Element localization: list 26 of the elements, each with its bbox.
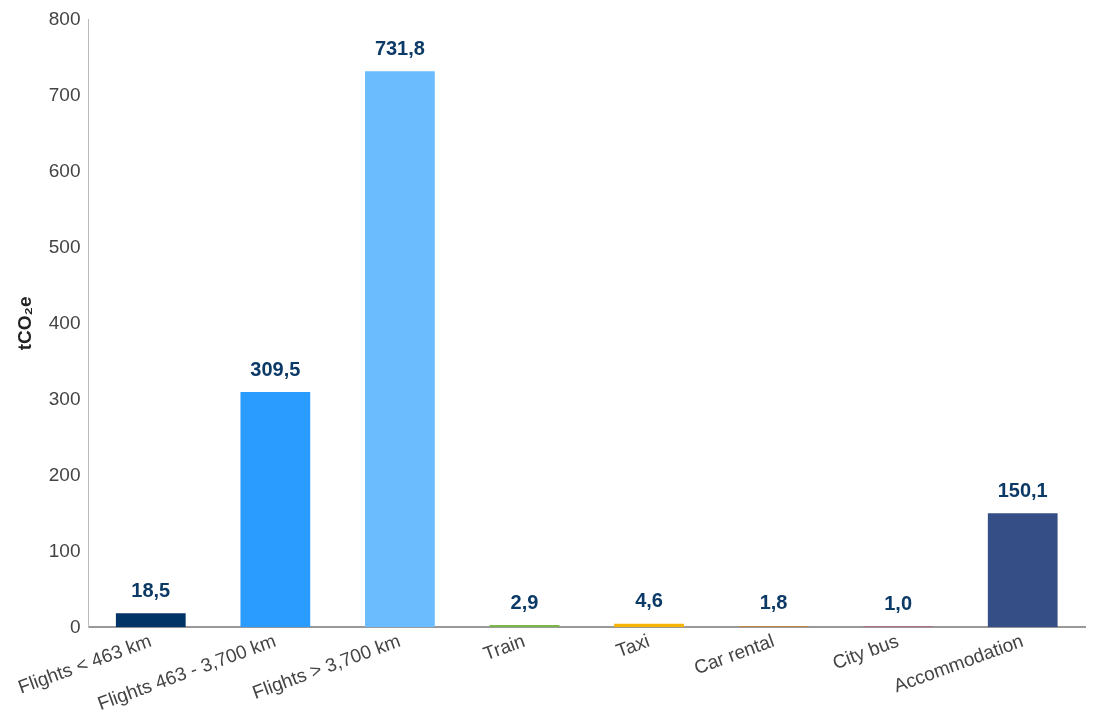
data-label: 309,5 bbox=[250, 357, 301, 380]
x-tick-label: Car rental bbox=[691, 629, 777, 679]
y-tick-label: 500 bbox=[48, 235, 81, 257]
bar bbox=[115, 613, 186, 628]
x-tick-label: Train bbox=[480, 629, 528, 665]
data-label: 1,0 bbox=[884, 592, 913, 615]
x-tick-label: Taxi bbox=[613, 629, 653, 662]
bar bbox=[240, 392, 311, 628]
y-axis-title: tCO₂e bbox=[13, 296, 35, 351]
y-tick-label: 800 bbox=[48, 7, 81, 29]
y-tick-label: 600 bbox=[48, 159, 81, 181]
data-label: 731,8 bbox=[374, 36, 425, 59]
bar bbox=[489, 625, 560, 628]
y-tick-label: 400 bbox=[48, 311, 81, 333]
data-label: 4,6 bbox=[635, 589, 663, 612]
y-tick-label: 300 bbox=[48, 387, 81, 409]
data-label: 2,9 bbox=[510, 590, 539, 613]
bar bbox=[987, 513, 1058, 628]
bar bbox=[365, 71, 435, 628]
y-tick-label: 200 bbox=[48, 463, 81, 485]
y-tick-label: 100 bbox=[48, 539, 81, 561]
y-tick-label: 700 bbox=[48, 83, 81, 105]
y-tick-label: 0 bbox=[69, 615, 81, 637]
data-label: 1,8 bbox=[759, 591, 788, 614]
data-label: 18,5 bbox=[131, 578, 171, 601]
data-label: 150,1 bbox=[997, 478, 1048, 501]
